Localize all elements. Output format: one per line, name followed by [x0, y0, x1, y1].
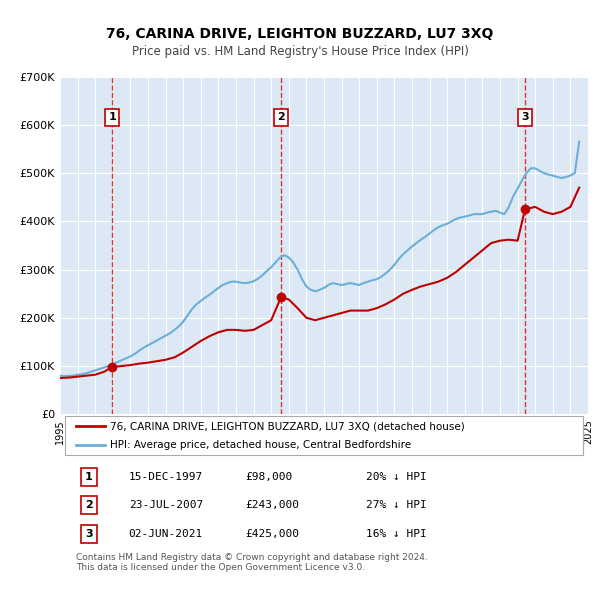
Text: £243,000: £243,000 [245, 500, 299, 510]
Text: 16% ↓ HPI: 16% ↓ HPI [366, 529, 427, 539]
Text: £98,000: £98,000 [245, 472, 292, 482]
Text: 27% ↓ HPI: 27% ↓ HPI [366, 500, 427, 510]
Text: 76, CARINA DRIVE, LEIGHTON BUZZARD, LU7 3XQ (detached house): 76, CARINA DRIVE, LEIGHTON BUZZARD, LU7 … [110, 421, 465, 431]
Text: HPI: Average price, detached house, Central Bedfordshire: HPI: Average price, detached house, Cent… [110, 441, 411, 451]
Text: 1: 1 [108, 112, 116, 122]
Text: 2: 2 [277, 112, 285, 122]
Text: 15-DEC-1997: 15-DEC-1997 [128, 472, 203, 482]
Text: 3: 3 [85, 529, 93, 539]
Text: Price paid vs. HM Land Registry's House Price Index (HPI): Price paid vs. HM Land Registry's House … [131, 45, 469, 58]
Text: 76, CARINA DRIVE, LEIGHTON BUZZARD, LU7 3XQ: 76, CARINA DRIVE, LEIGHTON BUZZARD, LU7 … [106, 27, 494, 41]
FancyBboxPatch shape [65, 417, 583, 455]
Text: 1: 1 [85, 472, 93, 482]
Text: Contains HM Land Registry data © Crown copyright and database right 2024.
This d: Contains HM Land Registry data © Crown c… [76, 553, 428, 572]
Text: 20% ↓ HPI: 20% ↓ HPI [366, 472, 427, 482]
Text: 2: 2 [85, 500, 93, 510]
Text: 23-JUL-2007: 23-JUL-2007 [128, 500, 203, 510]
Text: 3: 3 [521, 112, 529, 122]
Text: 02-JUN-2021: 02-JUN-2021 [128, 529, 203, 539]
Text: £425,000: £425,000 [245, 529, 299, 539]
